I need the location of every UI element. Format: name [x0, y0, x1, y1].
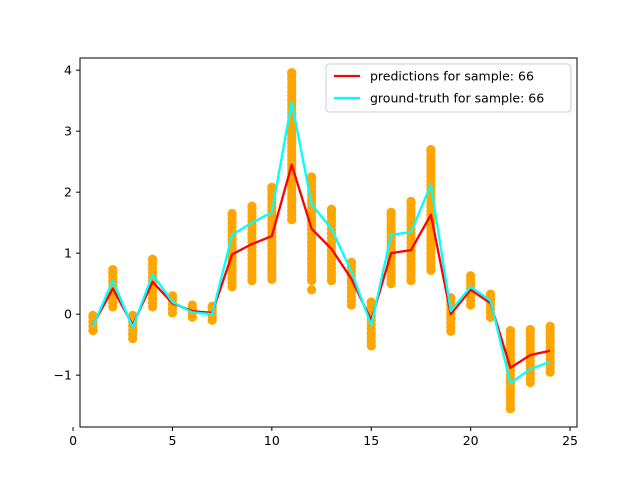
- ground-truth-line: [91, 100, 551, 385]
- scatter-point: [366, 297, 376, 307]
- scatter-column: [247, 201, 257, 286]
- scatter-point: [267, 182, 277, 192]
- legend-item: ground-truth for sample: 66: [334, 91, 544, 106]
- scatter-point: [227, 208, 237, 219]
- legend-label: ground-truth for sample: 66: [370, 91, 544, 106]
- scatter-point: [307, 172, 317, 182]
- legend-label: predictions for sample: 66: [370, 69, 534, 84]
- scatter-point: [247, 201, 257, 211]
- x-tick-label: 15: [363, 433, 379, 448]
- scatter-point: [505, 326, 516, 336]
- scatter-column: [287, 68, 297, 225]
- legend: predictions for sample: 66 ground-truth f…: [325, 63, 572, 113]
- scatter-point: [287, 68, 297, 78]
- scatter-column: [88, 310, 98, 336]
- plot-area: 0 5 10 15 20 25 −1 0 1 2 3 4: [54, 57, 578, 448]
- line-layer: [91, 100, 551, 385]
- scatter-point: [406, 196, 416, 206]
- y-tick-label: 2: [64, 185, 72, 200]
- scatter-point: [466, 271, 476, 281]
- scatter-point: [545, 321, 555, 331]
- scatter-point: [386, 207, 396, 217]
- scatter-point: [525, 324, 535, 335]
- scatter-point: [326, 204, 337, 214]
- x-tick-label: 10: [264, 433, 280, 448]
- legend-item: predictions for sample: 66: [334, 69, 534, 84]
- predictions-line: [91, 163, 551, 369]
- scatter-point: [485, 289, 496, 299]
- scatter-column: [386, 207, 396, 289]
- x-tick-label: 5: [168, 433, 176, 448]
- x-tick-label: 25: [562, 433, 578, 448]
- scatter-column: [406, 196, 416, 286]
- scatter-point: [426, 144, 436, 155]
- scatter-column: [545, 321, 555, 377]
- scatter-point: [147, 254, 158, 264]
- y-tick-label: 4: [64, 63, 72, 78]
- y-axis-ticks: −1 0 1 2 3 4: [54, 63, 80, 383]
- y-tick-label: 1: [64, 246, 72, 261]
- scatter-point: [88, 310, 98, 320]
- y-tick-label: 3: [64, 124, 72, 139]
- x-tick-label: 0: [69, 433, 77, 448]
- legend-box: [325, 63, 572, 113]
- scatter-point: [108, 265, 118, 275]
- scatter-point: [307, 285, 317, 295]
- y-tick-label: 0: [64, 307, 72, 322]
- y-tick-label: −1: [54, 368, 72, 383]
- axes-frame: [79, 57, 578, 428]
- x-axis-ticks: 0 5 10 15 20 25: [69, 427, 578, 448]
- scatter-point: [187, 300, 197, 310]
- x-tick-label: 20: [463, 433, 479, 448]
